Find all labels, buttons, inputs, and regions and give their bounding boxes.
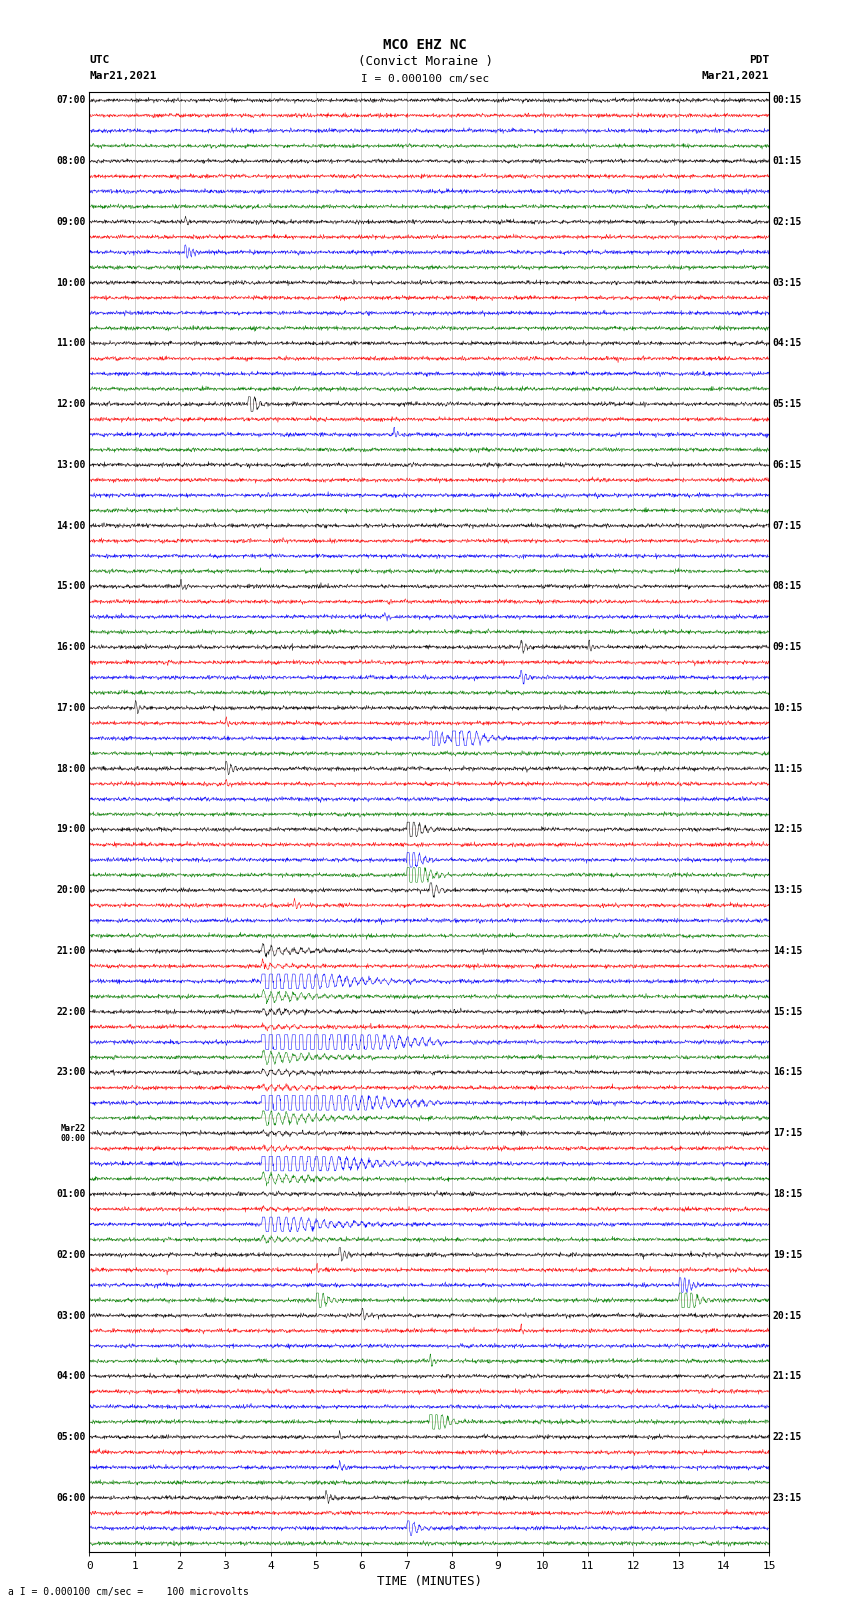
Text: 08:15: 08:15 [773,581,802,592]
Text: 09:15: 09:15 [773,642,802,652]
Text: 16:15: 16:15 [773,1068,802,1077]
Text: 04:00: 04:00 [56,1371,86,1381]
Text: 09:00: 09:00 [56,216,86,227]
Text: a I = 0.000100 cm/sec =    100 microvolts: a I = 0.000100 cm/sec = 100 microvolts [8,1587,249,1597]
Text: 17:15: 17:15 [773,1127,802,1139]
Text: 20:15: 20:15 [773,1310,802,1321]
Text: 10:00: 10:00 [56,277,86,287]
Text: 07:15: 07:15 [773,521,802,531]
Text: UTC: UTC [89,55,110,65]
Text: 11:15: 11:15 [773,763,802,774]
Text: 22:00: 22:00 [56,1007,86,1016]
Text: 04:15: 04:15 [773,339,802,348]
Text: (Convict Moraine ): (Convict Moraine ) [358,55,492,68]
Text: 11:00: 11:00 [56,339,86,348]
Text: 14:00: 14:00 [56,521,86,531]
Text: 13:15: 13:15 [773,886,802,895]
Text: 22:15: 22:15 [773,1432,802,1442]
Text: 02:15: 02:15 [773,216,802,227]
Text: 03:00: 03:00 [56,1310,86,1321]
Text: 12:15: 12:15 [773,824,802,834]
Text: 05:00: 05:00 [56,1432,86,1442]
Text: 20:00: 20:00 [56,886,86,895]
Text: 00:15: 00:15 [773,95,802,105]
Text: 17:00: 17:00 [56,703,86,713]
Text: 12:00: 12:00 [56,398,86,410]
Text: MCO EHZ NC: MCO EHZ NC [383,37,467,52]
Text: PDT: PDT [749,55,769,65]
Text: 19:00: 19:00 [56,824,86,834]
Text: 05:15: 05:15 [773,398,802,410]
Text: Mar22
00:00: Mar22 00:00 [61,1124,86,1144]
Text: 21:15: 21:15 [773,1371,802,1381]
Text: 08:00: 08:00 [56,156,86,166]
Text: 15:00: 15:00 [56,581,86,592]
X-axis label: TIME (MINUTES): TIME (MINUTES) [377,1574,482,1587]
Text: 01:15: 01:15 [773,156,802,166]
Text: Mar21,2021: Mar21,2021 [89,71,156,81]
Text: 07:00: 07:00 [56,95,86,105]
Text: 01:00: 01:00 [56,1189,86,1198]
Text: 16:00: 16:00 [56,642,86,652]
Text: 21:00: 21:00 [56,945,86,957]
Text: 06:00: 06:00 [56,1492,86,1503]
Text: 14:15: 14:15 [773,945,802,957]
Text: 10:15: 10:15 [773,703,802,713]
Text: 03:15: 03:15 [773,277,802,287]
Text: 15:15: 15:15 [773,1007,802,1016]
Text: 19:15: 19:15 [773,1250,802,1260]
Text: 13:00: 13:00 [56,460,86,469]
Text: 23:15: 23:15 [773,1492,802,1503]
Text: I = 0.000100 cm/sec: I = 0.000100 cm/sec [361,74,489,84]
Text: 18:15: 18:15 [773,1189,802,1198]
Text: Mar21,2021: Mar21,2021 [702,71,769,81]
Text: 06:15: 06:15 [773,460,802,469]
Text: 02:00: 02:00 [56,1250,86,1260]
Text: 23:00: 23:00 [56,1068,86,1077]
Text: 18:00: 18:00 [56,763,86,774]
